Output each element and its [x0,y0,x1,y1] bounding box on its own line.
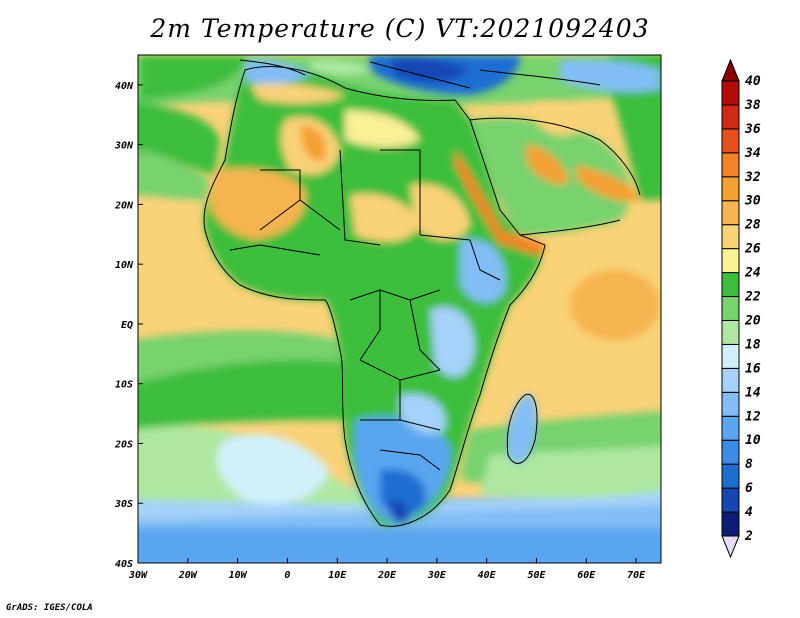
country-borders [229,149,501,471]
y-tick-label: 20S [114,439,133,450]
colorbar-box [721,248,740,274]
colorbar-box [721,272,740,298]
caucasus-iran-cool [560,59,660,92]
colorbar-level-label: 28 [744,218,761,233]
x-tick-label: 10W [229,570,248,581]
turkey-cold [390,57,470,82]
colorbar-lower-triangle [721,535,740,559]
colorbar-level-label: 40 [745,74,761,89]
x-tick-label: 50E [527,570,546,581]
colorbar-box [721,319,740,345]
equatorial-atlantic-band [138,330,345,383]
x-tick-label: 30W [128,570,148,581]
subtropical-atlantic-band [138,150,210,200]
y-tick-label: 10S [115,380,133,391]
chart-title: 2m Temperature (C) VT:2021092403 [150,14,650,43]
western-sahara-warm [210,168,306,240]
north-africa-coast-warm [250,83,345,104]
sudan-warm [410,184,470,240]
colorbar-level-label: 20 [744,313,761,328]
east-african-highlands [430,306,475,377]
colorbar-level-label: 38 [744,98,761,113]
colorbar-box [721,296,740,321]
gulf-of-aden-hot [505,232,545,255]
colorbar-level-label: 34 [744,146,761,161]
colorbar-box [721,224,740,250]
arabia-coastline [469,117,641,236]
colorbar-box [721,511,740,537]
zambia-cool [400,394,446,435]
colorbar-box [721,463,740,489]
arabian-sea-warm-pool [570,270,660,340]
colorbar-level-label: 32 [744,170,761,185]
y-tick-label: 10N [115,260,134,271]
temperature-field [138,55,661,563]
colorbar-level-label: 12 [745,409,761,424]
x-tick-label: 0 [284,570,290,581]
south-atlantic-cool-pool [216,434,330,504]
colorbar-level-label: 36 [744,122,761,137]
colorbar-level-label: 22 [744,290,761,305]
colorbar-level-label: 2 [744,529,753,544]
colorbar-box [721,200,740,226]
europe-coastline [239,59,601,89]
coastlines-and-borders [203,59,641,527]
canary-current-band [138,101,220,175]
x-axis: 30W 20W 10W 0 10E 20E 30E 40E 50E 60E 70E [128,558,646,581]
y-tick-label: 20N [114,200,134,211]
colorbar-level-label: 26 [744,242,761,257]
y-tick-label: 30S [114,499,133,510]
colorbar-box [721,104,740,130]
colorbar-box [721,415,740,441]
colorbar-level-label: 4 [745,505,753,520]
colorbar-level-label: 6 [745,481,753,496]
colorbar-level-label: 14 [745,385,761,400]
colorbar-box [721,343,740,369]
colorbar-box [721,367,740,393]
y-tick-label: 40N [115,81,134,92]
x-tick-label: 40E [478,570,497,581]
iberia-cool [245,59,310,85]
grads-credit: GrADS: IGES/COLA [6,603,93,613]
colorbar-box [721,439,740,465]
colorbar-level-label: 24 [744,266,761,281]
colorbar-level-label: 30 [744,194,761,209]
south-atlantic-green-band [138,356,350,430]
colorbar-box [721,391,740,417]
colorbar-upper-triangle [721,58,740,82]
y-tick-label: EQ [121,320,133,331]
y-axis: 40N 30N 20N 10N EQ 10S 20S 30S 40S [114,81,143,570]
colorbar-box [721,128,740,154]
persian-gulf-hot [525,145,570,185]
colorbar-level-label: 18 [745,337,761,352]
x-tick-label: 10E [328,570,347,581]
plot-frame [137,54,662,564]
colorbar-box [721,152,740,178]
colorbar-level-label: 16 [745,361,761,376]
madagascar-coastline [506,393,538,464]
y-tick-label: 40S [115,559,133,570]
colorbar-box [721,176,740,202]
algeria-hot [300,125,327,161]
libya-warm [345,110,420,148]
x-tick-label: 70E [627,570,646,581]
chad-warm [350,193,420,242]
mediterranean-west [310,59,370,76]
y-tick-label: 30N [114,141,134,152]
x-tick-label: 60E [577,570,596,581]
red-sea-hot [455,150,515,245]
colorbar-level-label: 8 [745,457,753,472]
south-africa-coldest [389,500,410,523]
north-atlantic-band [140,55,250,100]
colorbar-box [721,487,740,513]
colorbar-box [721,80,740,106]
x-tick-label: 20W [178,570,198,581]
gulf-of-oman-warm [575,165,640,202]
x-tick-label: 20E [377,570,397,581]
madagascar [507,394,537,464]
x-tick-label: 30E [427,570,447,581]
colorbar-level-label: 10 [745,433,761,448]
